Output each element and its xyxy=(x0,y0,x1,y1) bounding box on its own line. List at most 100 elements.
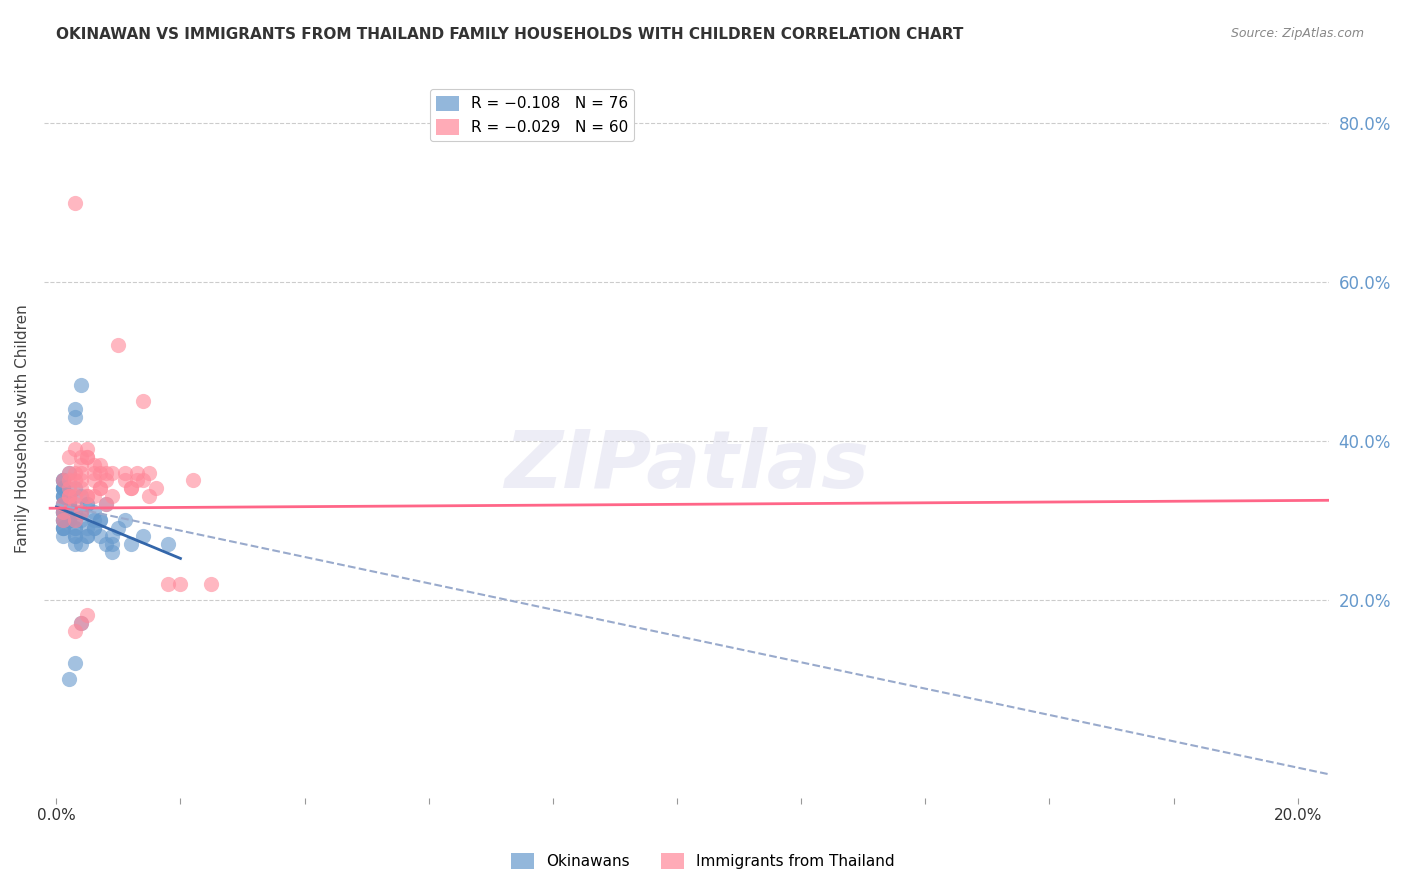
Point xyxy=(76,450,98,464)
Point xyxy=(63,513,86,527)
Point xyxy=(83,521,105,535)
Point xyxy=(76,497,98,511)
Point xyxy=(58,513,80,527)
Point xyxy=(125,466,148,480)
Point xyxy=(51,513,73,527)
Point xyxy=(132,474,155,488)
Point xyxy=(51,513,73,527)
Point xyxy=(58,497,80,511)
Point xyxy=(63,656,86,670)
Point xyxy=(132,394,155,409)
Point xyxy=(94,497,117,511)
Point xyxy=(94,466,117,480)
Point xyxy=(76,521,98,535)
Point xyxy=(51,482,73,496)
Point xyxy=(70,616,93,631)
Point xyxy=(63,529,86,543)
Point xyxy=(114,474,136,488)
Point xyxy=(101,466,124,480)
Legend: R = −0.108   N = 76, R = −0.029   N = 60: R = −0.108 N = 76, R = −0.029 N = 60 xyxy=(430,89,634,141)
Point xyxy=(157,576,180,591)
Point xyxy=(58,489,80,503)
Point xyxy=(76,489,98,503)
Point xyxy=(58,513,80,527)
Point xyxy=(63,497,86,511)
Point xyxy=(63,489,86,503)
Point xyxy=(51,505,73,519)
Point xyxy=(58,672,80,686)
Point xyxy=(63,409,86,424)
Point xyxy=(63,529,86,543)
Point xyxy=(51,489,73,503)
Point xyxy=(114,513,136,527)
Point xyxy=(169,576,191,591)
Point xyxy=(63,521,86,535)
Point xyxy=(70,537,93,551)
Point xyxy=(63,401,86,416)
Point xyxy=(94,474,117,488)
Point xyxy=(89,529,111,543)
Point xyxy=(70,466,93,480)
Text: OKINAWAN VS IMMIGRANTS FROM THAILAND FAMILY HOUSEHOLDS WITH CHILDREN CORRELATION: OKINAWAN VS IMMIGRANTS FROM THAILAND FAM… xyxy=(56,27,963,42)
Point xyxy=(89,482,111,496)
Point xyxy=(94,497,117,511)
Point xyxy=(89,513,111,527)
Point xyxy=(101,545,124,559)
Point xyxy=(70,378,93,392)
Point xyxy=(101,537,124,551)
Point xyxy=(138,466,160,480)
Point xyxy=(63,521,86,535)
Point xyxy=(63,466,86,480)
Point xyxy=(51,489,73,503)
Point xyxy=(89,466,111,480)
Point xyxy=(58,497,80,511)
Point xyxy=(138,489,160,503)
Point xyxy=(51,474,73,488)
Point xyxy=(58,513,80,527)
Point xyxy=(70,474,93,488)
Point xyxy=(63,537,86,551)
Point xyxy=(114,466,136,480)
Point xyxy=(157,537,180,551)
Point xyxy=(145,482,167,496)
Point xyxy=(51,521,73,535)
Point xyxy=(83,489,105,503)
Point xyxy=(51,482,73,496)
Point xyxy=(51,482,73,496)
Point xyxy=(70,458,93,472)
Point xyxy=(70,489,93,503)
Point xyxy=(125,474,148,488)
Point xyxy=(83,474,105,488)
Point xyxy=(132,529,155,543)
Point xyxy=(51,505,73,519)
Point xyxy=(89,458,111,472)
Point xyxy=(63,482,86,496)
Point xyxy=(120,482,142,496)
Point xyxy=(51,497,73,511)
Point xyxy=(200,576,222,591)
Point xyxy=(76,442,98,456)
Point xyxy=(51,474,73,488)
Point xyxy=(101,529,124,543)
Point xyxy=(51,489,73,503)
Point xyxy=(51,513,73,527)
Point xyxy=(63,624,86,639)
Point xyxy=(58,489,80,503)
Point xyxy=(51,529,73,543)
Point xyxy=(51,505,73,519)
Point xyxy=(89,513,111,527)
Text: Source: ZipAtlas.com: Source: ZipAtlas.com xyxy=(1230,27,1364,40)
Point xyxy=(83,458,105,472)
Point xyxy=(51,521,73,535)
Point xyxy=(51,497,73,511)
Point xyxy=(181,474,204,488)
Point xyxy=(76,489,98,503)
Point xyxy=(70,505,93,519)
Point xyxy=(76,608,98,623)
Point xyxy=(58,466,80,480)
Point xyxy=(70,616,93,631)
Point xyxy=(51,505,73,519)
Point xyxy=(89,482,111,496)
Point xyxy=(70,505,93,519)
Point xyxy=(83,466,105,480)
